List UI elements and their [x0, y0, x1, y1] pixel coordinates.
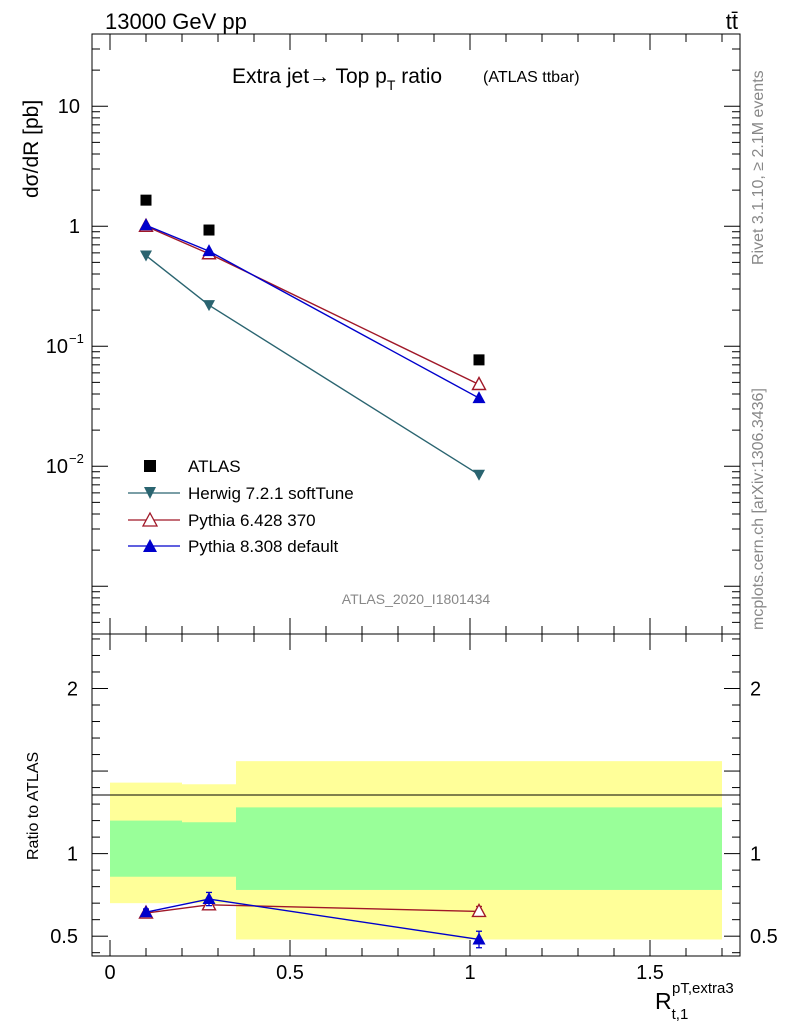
chart-title-tail: ratio: [395, 65, 442, 88]
x-axis-label: Rt,1: [655, 988, 688, 1023]
data-point-3-0: [139, 218, 153, 231]
ratio-y-tick-label-right: 0.5: [750, 926, 778, 948]
chart-title: Extra jet→ Top pT ratio: [232, 65, 442, 93]
main-y-tick-label: 10: [46, 456, 68, 478]
x-axis-label-sup: pT,extra3: [672, 980, 734, 997]
ratio-y-tick-label-right: 1: [750, 844, 761, 866]
data-point-3-2: [472, 391, 486, 404]
series-line-2: [145, 225, 480, 386]
ratio-frame: [91, 633, 741, 957]
data-point-1-1: [203, 300, 215, 312]
legend: ATLAS Herwig 7.2.1 softTune Pythia 6.428…: [128, 457, 354, 556]
ratio-point-0-2: [471, 902, 487, 918]
ratio-y-tick-label-right: 2: [750, 678, 761, 700]
legend-marker-atlas: [144, 460, 156, 472]
energy-label: 13000 GeV pp: [105, 9, 247, 34]
main-y-label: dσ/dR [pb]: [20, 100, 43, 198]
uncertainty-band-green-2: [236, 807, 722, 890]
legend-marker-herwig: [144, 487, 156, 499]
legend-label-pythia6: Pythia 6.428 370: [188, 511, 316, 530]
chart-title-sub: T: [387, 77, 396, 93]
chart-title-main: Extra jet→ Top p: [232, 65, 387, 88]
legend-marker-pythia8: [143, 539, 157, 552]
ratio-axes: 0.5 0.5 1 1 2 2 0 0.5 1 1.5: [50, 634, 778, 984]
data-point-0-1: [203, 224, 215, 236]
mcplots-label: mcplots.cern.ch [arXiv:1306.3436]: [750, 388, 767, 630]
x-tick-label: 1.5: [636, 962, 664, 984]
uncertainty-band-green-1: [182, 822, 236, 877]
legend-label-pythia8: Pythia 8.308 default: [188, 537, 339, 556]
legend-label-herwig: Herwig 7.2.1 softTune: [188, 484, 354, 503]
ratio-y-label: Ratio to ATLAS: [25, 752, 42, 860]
main-y-tick-label: 1: [69, 216, 80, 238]
analysis-tag: ATLAS_2020_I1801434: [342, 591, 491, 607]
series-line-1: [145, 254, 480, 476]
ratio-series-layer: [138, 891, 487, 949]
main-y-tick-label: 10: [58, 96, 80, 118]
chart-title-small: (ATLAS ttbar): [483, 69, 580, 86]
main-y-tick-label: 10: [46, 336, 68, 358]
legend-label-atlas: ATLAS: [188, 457, 241, 476]
x-tick-label: 0: [104, 962, 115, 984]
data-point-3-1: [202, 244, 216, 257]
ratio-bands: [110, 761, 722, 940]
ratio-y-tick-label: 0.5: [50, 926, 78, 948]
ratio-point-1-0: [139, 905, 153, 918]
ratio-point-1-2: [472, 932, 486, 945]
x-tick-label: 1: [464, 962, 475, 984]
main-y-tick-label-exp: −1: [69, 331, 84, 346]
x-tick-label: 0.5: [276, 962, 304, 984]
data-point-0-2: [473, 354, 485, 366]
data-point-1-0: [140, 250, 152, 262]
rivet-label: Rivet 3.1.10, ≥ 2.1M events: [750, 70, 767, 265]
x-axis-label-main: R: [655, 988, 672, 1014]
data-point-2-2: [471, 376, 487, 391]
process-label: tt̄: [726, 9, 738, 34]
series-line-3: [145, 224, 480, 399]
main-y-tick-label-exp: −2: [69, 451, 84, 466]
legend-marker-pythia6: [141, 511, 159, 527]
ratio-y-tick-label: 1: [67, 844, 78, 866]
ratio-y-tick-label: 2: [67, 678, 78, 700]
uncertainty-band-green-0: [110, 820, 182, 877]
data-point-1-2: [473, 469, 485, 481]
ratio-panel: 0.5 0.5 1 1 2 2 0 0.5 1 1.5 Ratio to ATLAS Rt,1 p…: [25, 633, 778, 1023]
ratio-point-1-1: [202, 892, 216, 905]
main-series-layer: [138, 194, 487, 481]
data-point-0-0: [140, 194, 152, 206]
x-axis-label-sub: t,1: [672, 1006, 689, 1023]
